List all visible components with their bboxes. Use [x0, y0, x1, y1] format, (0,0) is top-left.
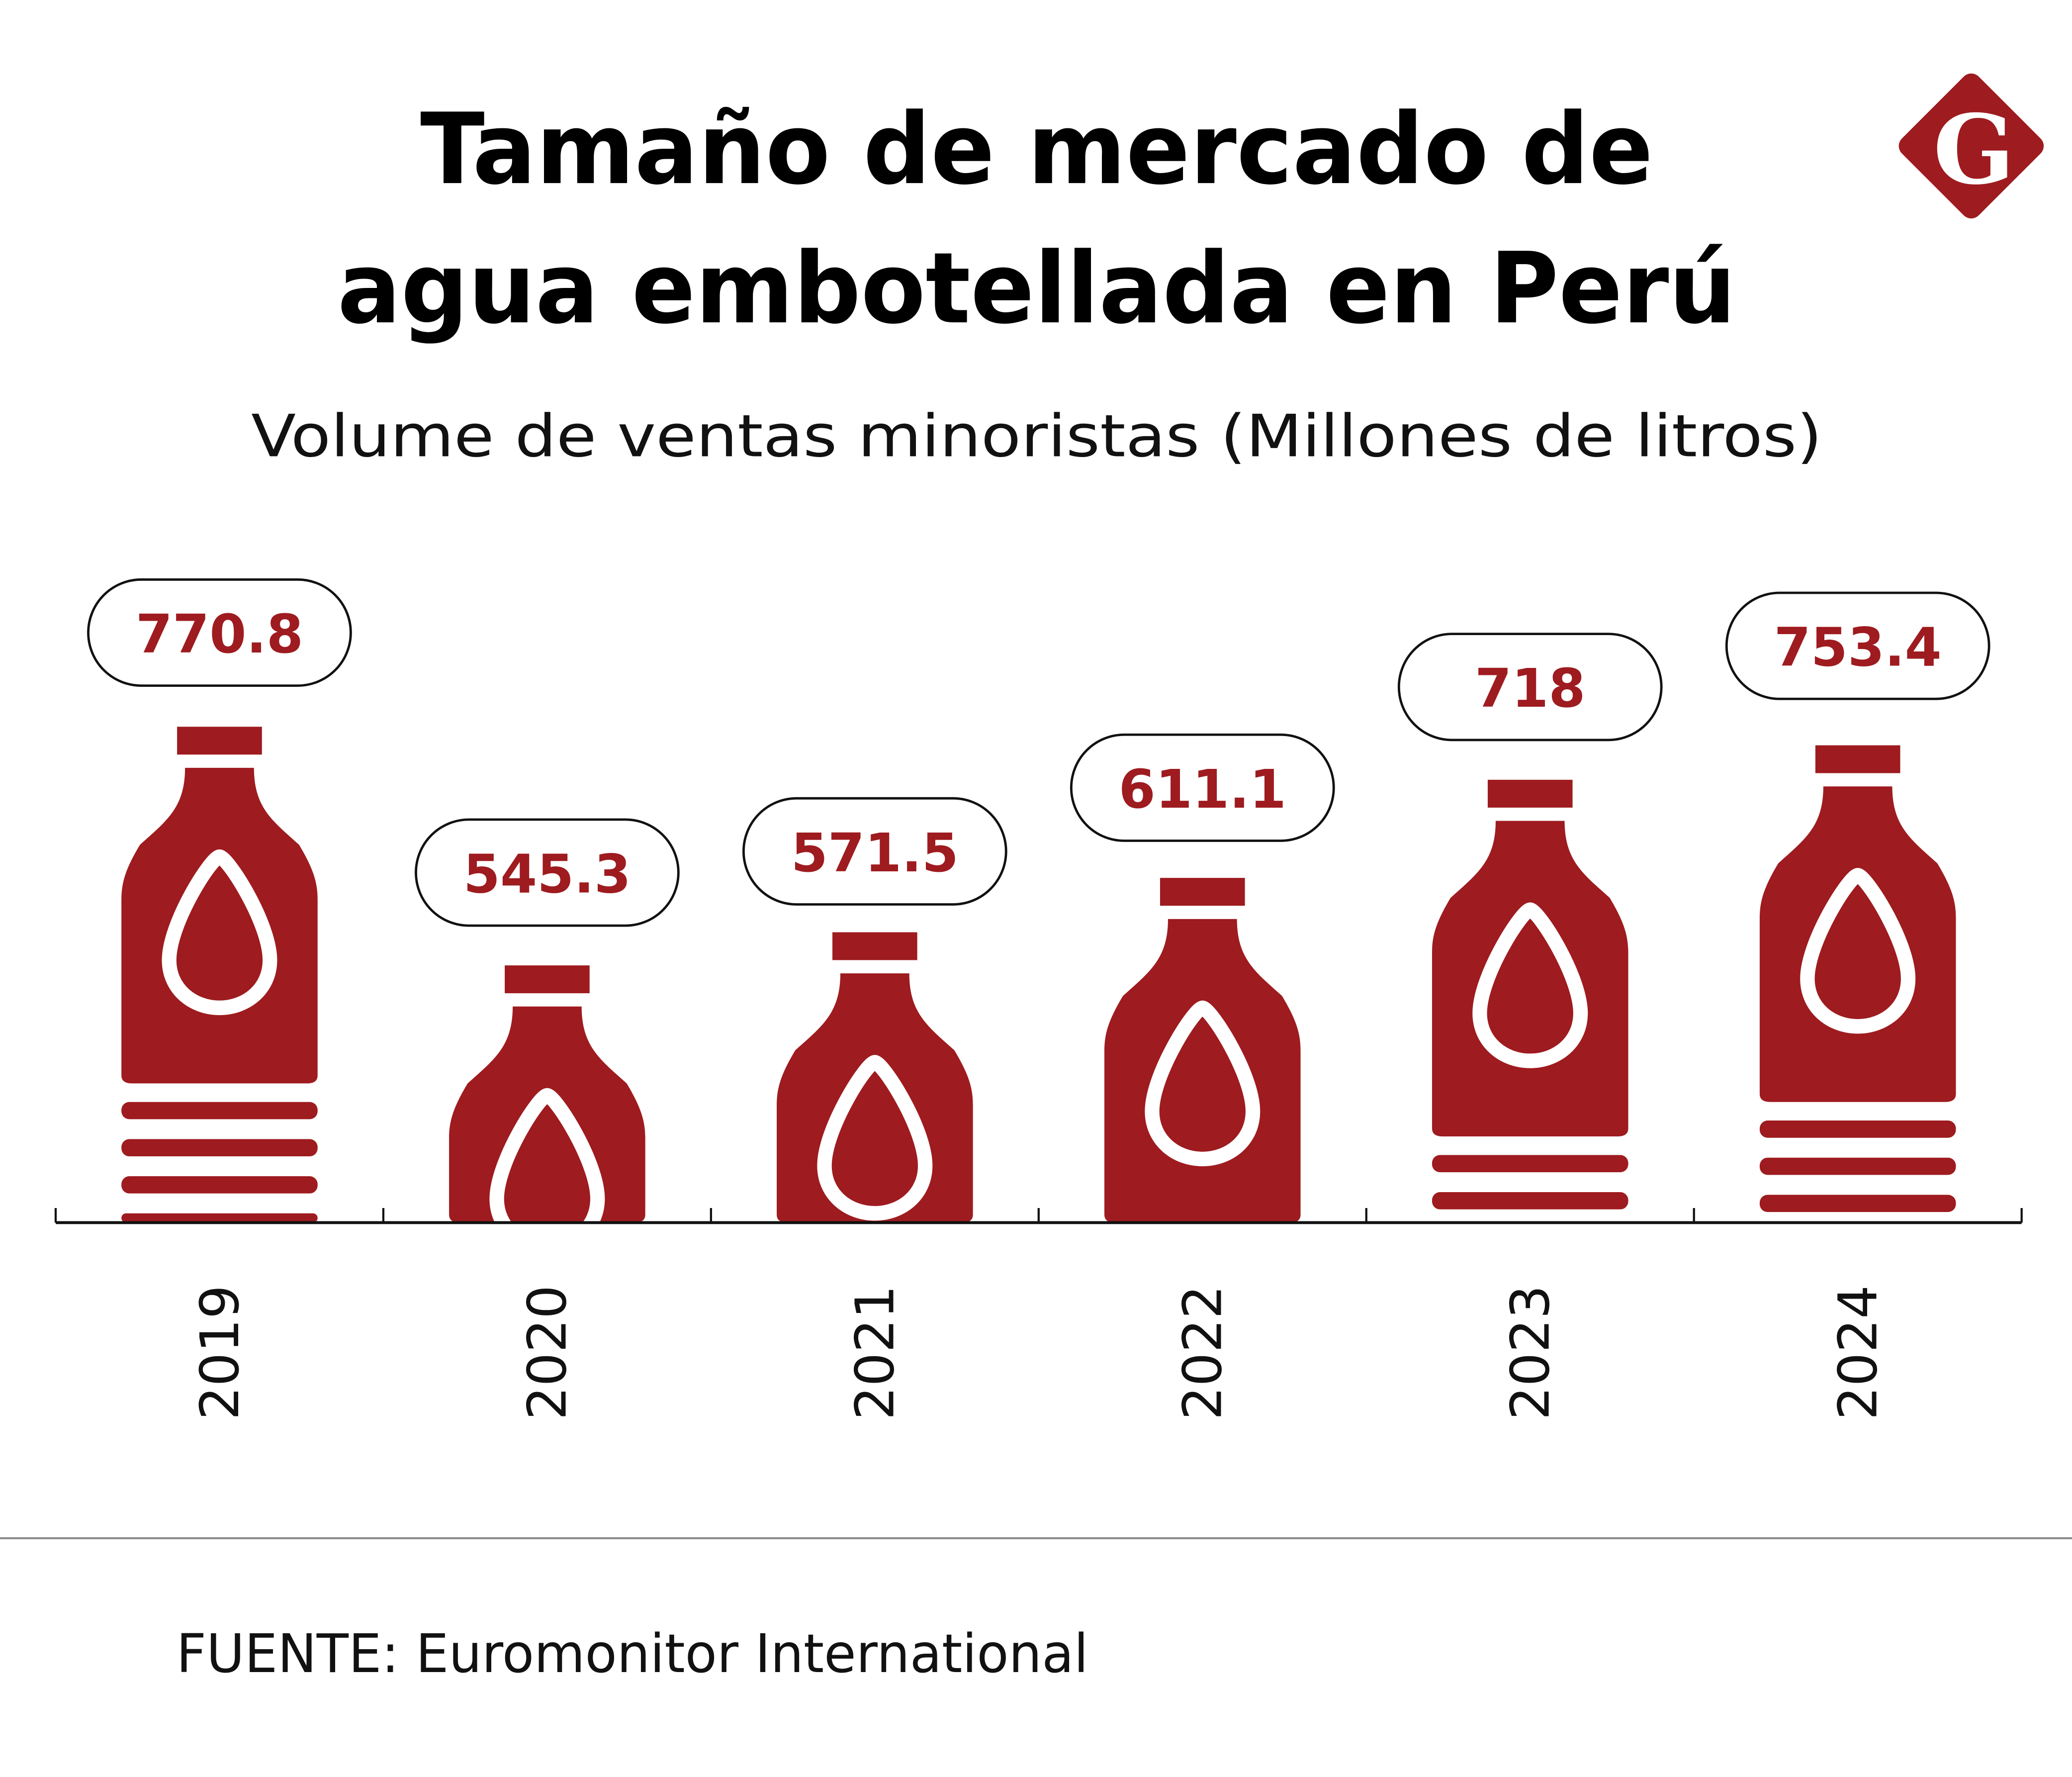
data-label: 545.3	[463, 843, 631, 905]
logo-diamond-icon	[1898, 73, 2044, 219]
x-tick-label: 2020	[517, 1285, 579, 1420]
bottle-body	[1759, 786, 1956, 1102]
water-drop-icon	[817, 1055, 933, 1221]
value-pill	[1070, 733, 1335, 842]
bottle-rib	[1759, 1121, 1956, 1138]
bar-2019: 770.8	[87, 578, 352, 1223]
data-label: 718	[1475, 658, 1586, 720]
value-pill	[742, 797, 1007, 906]
value-pill	[87, 578, 352, 687]
data-label: 611.1	[1119, 759, 1286, 821]
bottle-rib	[121, 1102, 318, 1120]
data-label: 753.4	[1774, 617, 1942, 679]
logo-letter: G	[1933, 94, 2015, 206]
bottle-body	[449, 1006, 645, 1223]
bar-2022: 611.1	[1070, 733, 1335, 1223]
bottle-rib	[121, 1213, 318, 1223]
bar-2021: 571.5	[742, 797, 1007, 1223]
bar-2020: 545.3	[415, 818, 680, 1223]
x-tick-label: 2019	[189, 1285, 251, 1420]
water-drop-icon	[1800, 868, 1916, 1034]
data-label: 770.8	[136, 604, 303, 665]
logo: G	[1898, 73, 2044, 219]
title-line-2: agua embotellada en Perú	[338, 231, 1736, 346]
bar-2024: 753.4	[1725, 591, 1990, 1213]
value-pill	[1397, 633, 1663, 742]
bottle-rib	[1432, 1155, 1628, 1173]
water-drop-icon	[489, 1088, 605, 1223]
water-drop-icon	[1145, 1000, 1261, 1167]
data-label: 571.5	[791, 823, 959, 884]
bottle-body	[1104, 919, 1301, 1223]
value-pill	[415, 818, 680, 927]
bottle-body	[777, 973, 973, 1223]
value-pill	[1725, 591, 1990, 700]
bottle-rib	[1759, 1157, 1956, 1175]
bar-2023: 718	[1397, 633, 1663, 1210]
bottle-rib	[121, 1139, 318, 1157]
bottle-cap	[832, 932, 917, 960]
year-labels: 2019 2020 2021 2022 2023 2024	[189, 1285, 1890, 1420]
x-tick-label: 2023	[1500, 1285, 1562, 1420]
water-drop-icon	[162, 849, 277, 1016]
water-drop-icon	[1472, 902, 1588, 1068]
bottle-cap	[1487, 779, 1573, 808]
x-tick-label: 2024	[1828, 1285, 1890, 1420]
title-line-1: Tamaño de mercado de	[420, 92, 1653, 206]
bottle-cap	[505, 965, 590, 994]
bottle-rib	[1432, 1192, 1628, 1210]
bottle-body	[1432, 821, 1628, 1137]
bottle-cap	[1815, 745, 1900, 773]
bottle-cap	[177, 727, 262, 755]
x-axis	[54, 1208, 2023, 1224]
bottle-rib	[121, 1176, 318, 1194]
x-tick-label: 2021	[845, 1285, 906, 1420]
bottle-body	[121, 767, 318, 1084]
bottle-cap	[1160, 878, 1245, 906]
source-note: FUENTE: Euromonitor International	[177, 1623, 1088, 1685]
subtitle: Volume de ventas minoristas (Millones de…	[251, 402, 1822, 470]
x-tick-label: 2022	[1172, 1285, 1234, 1420]
bottles-layer: 770.8 545.3 571.5 611.1 718 753.4	[87, 578, 1990, 1223]
bottle-rib	[1759, 1195, 1956, 1213]
